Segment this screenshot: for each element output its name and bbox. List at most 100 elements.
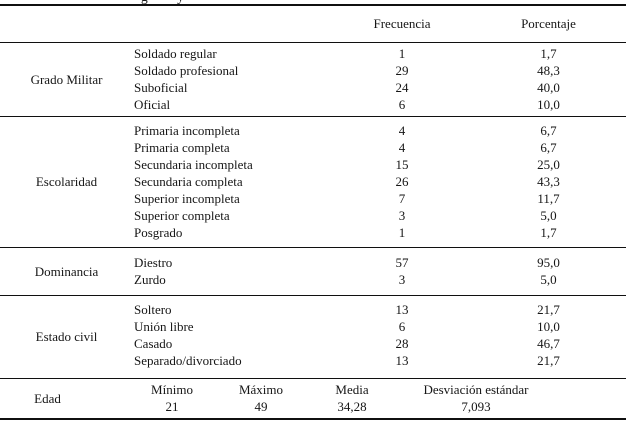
table-row: Soldado profesional 29 48,3: [133, 62, 626, 79]
row-category-cell: Superior incompleta: [134, 191, 240, 206]
row-category-cell: Oficial: [134, 97, 171, 112]
section-label: Grado Militar: [30, 71, 103, 87]
row-frequency-cell: 13: [395, 353, 409, 368]
row-frequency-cell: 13: [395, 302, 409, 317]
table-row: Soltero 13 21,7: [133, 301, 626, 318]
column-header-frecuencia: Frecuencia: [373, 16, 431, 31]
row-frequency-cell: 3: [398, 272, 406, 287]
row-category-cell: Diestro: [134, 255, 173, 270]
sociodemographic-table: Frecuencia Porcentaje Grado Militar Sold…: [0, 4, 626, 420]
row-category-cell: Casado: [134, 336, 173, 351]
age-stat-cell: Máximo 49: [211, 381, 311, 415]
age-stat-name: Mínimo: [151, 382, 193, 397]
row-percentage-cell: 1,7: [540, 225, 557, 240]
row-percentage-cell: 10,0: [537, 319, 560, 334]
row-percentage-cell: 21,7: [537, 353, 560, 368]
row-percentage-cell: 48,3: [537, 63, 560, 78]
row-frequency-cell: 4: [398, 123, 406, 138]
section-label: Estado civil: [35, 329, 98, 344]
table-section: Grado Militar Soldado regular 1 1,7 Sold…: [0, 43, 626, 117]
row-category-cell: Separado/divorciado: [134, 353, 242, 368]
age-stat-value: 34,28: [337, 399, 367, 414]
row-percentage-cell: 10,0: [537, 97, 560, 112]
row-frequency-cell: 6: [398, 319, 406, 334]
table-row: Suboficial 24 40,0: [133, 79, 626, 96]
table-row: Oficial 6 10,0: [133, 96, 626, 113]
row-category-cell: Soldado profesional: [134, 63, 239, 78]
row-percentage-cell: 95,0: [537, 255, 560, 270]
row-percentage-cell: 6,7: [540, 123, 557, 138]
table-row: Secundaria completa 26 43,3: [133, 173, 626, 190]
row-category-cell: Soldado regular: [134, 46, 217, 61]
row-percentage-cell: 6,7: [540, 140, 557, 155]
section-rows: Soldado regular 1 1,7 Soldado profesiona…: [133, 43, 626, 116]
section-label: Escolaridad: [35, 174, 98, 189]
table-row: Superior incompleta 7 11,7: [133, 190, 626, 207]
row-frequency-cell: 57: [395, 255, 409, 270]
row-percentage-cell: 5,0: [540, 208, 557, 223]
row-category-cell: Soltero: [134, 302, 172, 317]
row-frequency-cell: 1: [398, 46, 406, 61]
table-sections: Grado Militar Soldado regular 1 1,7 Sold…: [0, 43, 626, 379]
row-percentage-cell: 1,7: [540, 46, 557, 61]
row-percentage-cell: 21,7: [537, 302, 560, 317]
row-frequency-cell: 7: [398, 191, 406, 206]
row-category-cell: Secundaria completa: [134, 174, 243, 189]
table-row: Secundaria incompleta 15 25,0: [133, 156, 626, 173]
table-section: Dominancia Diestro 57 95,0 Zurdo 3 5,0: [0, 248, 626, 296]
table-row: Unión libre 6 10,0: [133, 318, 626, 335]
age-stat-cell: Mínimo 21: [133, 381, 211, 415]
row-percentage-cell: 11,7: [537, 191, 560, 206]
row-percentage-cell: 40,0: [537, 80, 560, 95]
clipped-table-title: g y: [141, 0, 261, 4]
row-frequency-cell: 15: [395, 157, 409, 172]
row-frequency-cell: 28: [395, 336, 409, 351]
table-row: Superior completa 3 5,0: [133, 207, 626, 224]
section-rows: Primaria incompleta 4 6,7 Primaria compl…: [133, 117, 626, 247]
section-label: Dominancia: [34, 263, 99, 279]
age-section: Edad Mínimo 21 Máximo 49 Media 34,28 Des…: [0, 379, 626, 418]
age-stat-value: 49: [254, 399, 268, 414]
row-frequency-cell: 26: [395, 174, 409, 189]
table-row: Posgrado 1 1,7: [133, 224, 626, 241]
row-category-cell: Unión libre: [134, 319, 194, 334]
age-stat-name: Media: [335, 382, 369, 397]
age-stats-row: Mínimo 21 Máximo 49 Media 34,28 Desviaci…: [133, 379, 626, 418]
section-rows: Diestro 57 95,0 Zurdo 3 5,0: [133, 248, 626, 295]
age-stat-cell: Media 34,28: [311, 381, 393, 415]
age-stat-cell: Desviación estándar 7,093: [393, 381, 559, 415]
table-row: Separado/divorciado 13 21,7: [133, 352, 626, 369]
age-stat-name: Desviación estándar: [423, 382, 529, 397]
row-percentage-cell: 46,7: [537, 336, 560, 351]
row-category-cell: Primaria completa: [134, 140, 230, 155]
row-frequency-cell: 3: [398, 208, 406, 223]
age-stat-value: 21: [165, 399, 179, 414]
row-category-cell: Posgrado: [134, 225, 183, 240]
clipped-title-text: g y: [141, 0, 261, 4]
row-category-cell: Secundaria incompleta: [134, 157, 253, 172]
table-row: Soldado regular 1 1,7: [133, 45, 626, 62]
row-frequency-cell: 1: [398, 225, 406, 240]
age-section-label: Edad: [34, 390, 61, 406]
row-category-cell: Superior completa: [134, 208, 230, 223]
row-category-cell: Zurdo: [134, 272, 166, 287]
row-frequency-cell: 4: [398, 140, 406, 155]
table-row: Primaria completa 4 6,7: [133, 139, 626, 156]
row-frequency-cell: 6: [398, 97, 406, 112]
table-section: Escolaridad Primaria incompleta 4 6,7 Pr…: [0, 117, 626, 248]
row-category-cell: Primaria incompleta: [134, 123, 240, 138]
table-section: Estado civil Soltero 13 21,7 Unión libre…: [0, 296, 626, 379]
row-category-cell: Suboficial: [134, 80, 188, 95]
table-header-row: Frecuencia Porcentaje: [0, 6, 626, 43]
table-row: Zurdo 3 5,0: [133, 271, 626, 288]
row-percentage-cell: 5,0: [540, 272, 557, 287]
section-rows: Soltero 13 21,7 Unión libre 6 10,0 Casad…: [133, 296, 626, 378]
row-percentage-cell: 25,0: [537, 157, 560, 172]
table-row: Casado 28 46,7: [133, 335, 626, 352]
table-row: Primaria incompleta 4 6,7: [133, 122, 626, 139]
age-stat-name: Máximo: [238, 382, 284, 397]
row-frequency-cell: 29: [395, 63, 409, 78]
column-header-porcentaje: Porcentaje: [521, 16, 576, 31]
row-frequency-cell: 24: [395, 80, 409, 95]
